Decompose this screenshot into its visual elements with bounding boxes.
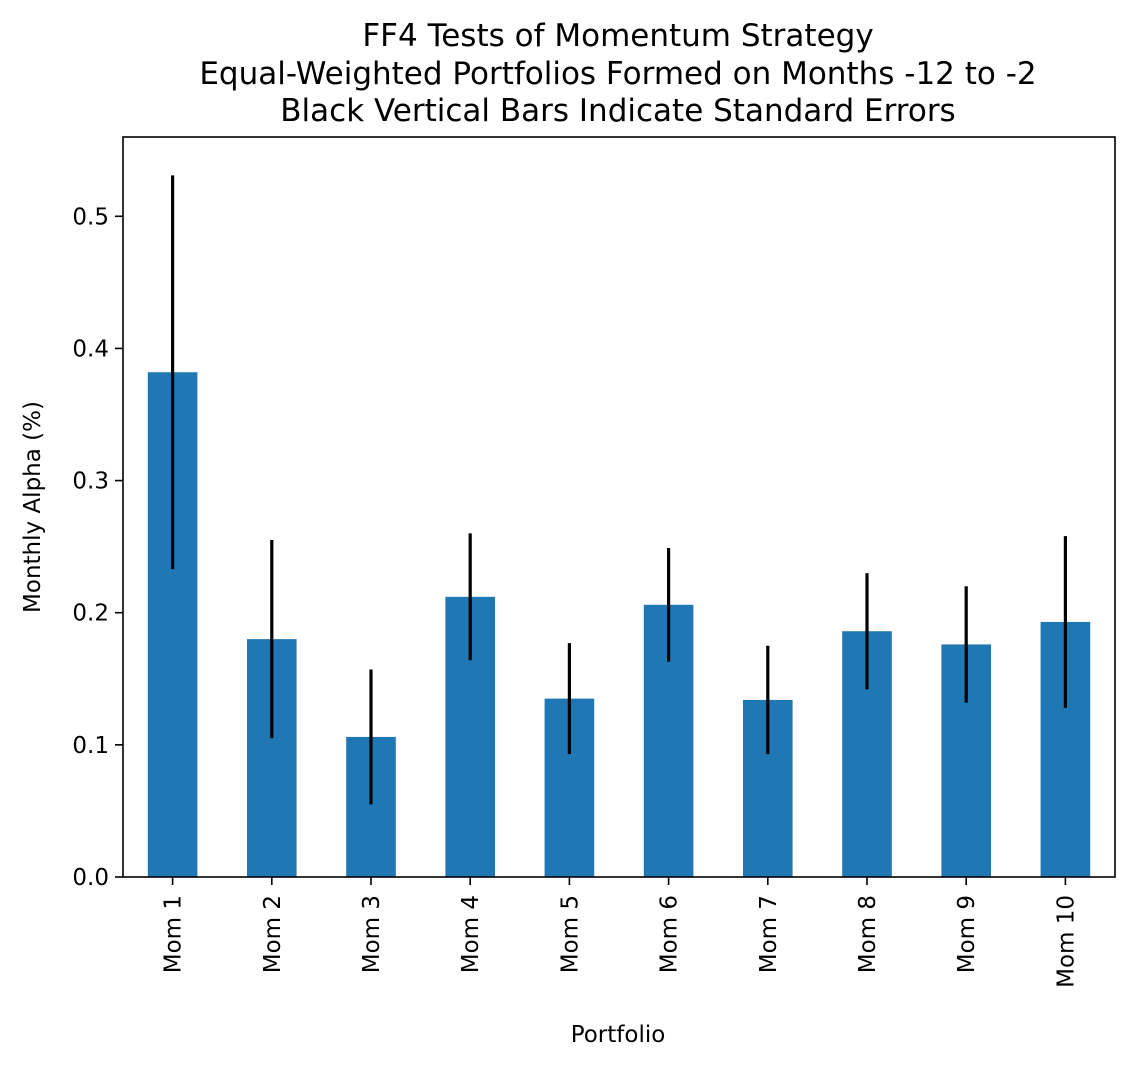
x-tick-label: Mom 7 bbox=[756, 895, 782, 973]
y-axis-label: Monthly Alpha (%) bbox=[20, 401, 46, 613]
chart-title-line-3: Black Vertical Bars Indicate Standard Er… bbox=[280, 93, 955, 129]
y-axis: 0.0 0.1 0.2 0.3 0.4 0.5 bbox=[72, 204, 123, 891]
y-tick-label: 0.3 bbox=[72, 469, 109, 495]
error-bars bbox=[171, 175, 1068, 805]
x-tick-label: Mom 10 bbox=[1053, 895, 1079, 988]
chart-title: FF4 Tests of Momentum Strategy Equal-Wei… bbox=[199, 18, 1036, 129]
x-axis-label: Portfolio bbox=[571, 1022, 666, 1048]
x-tick-label: Mom 1 bbox=[161, 895, 187, 973]
y-tick-label: 0.5 bbox=[72, 204, 109, 230]
x-tick-label: Mom 6 bbox=[657, 895, 683, 973]
chart-title-line-1: FF4 Tests of Momentum Strategy bbox=[362, 18, 873, 54]
x-axis: Mom 1 Mom 2 Mom 3 Mom 4 Mom 5 Mom 6 Mom 7 Mom 8… bbox=[161, 877, 1079, 988]
x-tick-label: Mom 2 bbox=[260, 895, 286, 973]
y-tick-label: 0.4 bbox=[72, 336, 109, 362]
y-tick-label: 0.2 bbox=[72, 601, 109, 627]
chart-title-line-2: Equal-Weighted Portfolios Formed on Mont… bbox=[199, 56, 1036, 92]
x-tick-label: Mom 3 bbox=[359, 895, 385, 973]
bar-series bbox=[147, 372, 1091, 877]
y-tick-label: 0.0 bbox=[72, 865, 109, 891]
x-tick-label: Mom 4 bbox=[458, 895, 484, 973]
plot-frame bbox=[122, 136, 1116, 878]
y-tick-label: 0.1 bbox=[72, 733, 109, 759]
x-tick-label: Mom 5 bbox=[557, 895, 583, 973]
x-tick-label: Mom 8 bbox=[855, 895, 881, 973]
x-tick-label: Mom 9 bbox=[954, 895, 980, 973]
